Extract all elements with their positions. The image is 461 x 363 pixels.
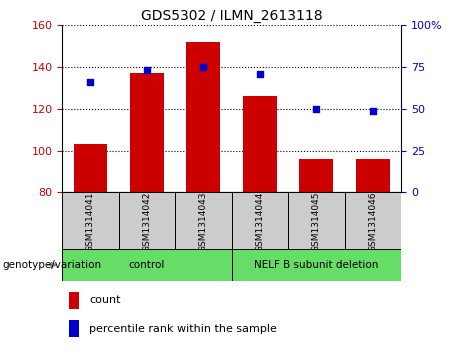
Text: GSM1314043: GSM1314043 — [199, 191, 208, 252]
Bar — [175, 192, 231, 249]
Bar — [62, 249, 231, 281]
Bar — [74, 144, 107, 192]
Text: GSM1314045: GSM1314045 — [312, 191, 321, 252]
Bar — [344, 192, 401, 249]
Bar — [356, 159, 390, 192]
Point — [256, 71, 264, 77]
Point — [313, 106, 320, 112]
Text: genotype/variation: genotype/variation — [2, 260, 101, 270]
Text: control: control — [129, 260, 165, 270]
Bar — [231, 192, 288, 249]
Bar — [118, 192, 175, 249]
Point — [369, 108, 377, 114]
Bar — [186, 42, 220, 192]
Bar — [62, 192, 118, 249]
Text: GSM1314044: GSM1314044 — [255, 191, 265, 252]
Bar — [130, 73, 164, 192]
Text: GSM1314042: GSM1314042 — [142, 191, 152, 252]
Text: GSM1314046: GSM1314046 — [368, 191, 378, 252]
Bar — [69, 292, 79, 309]
Point — [87, 79, 94, 85]
Bar — [69, 320, 79, 338]
Bar — [243, 96, 277, 192]
Bar — [300, 159, 333, 192]
Bar — [231, 249, 401, 281]
Text: GSM1314041: GSM1314041 — [86, 191, 95, 252]
Text: percentile rank within the sample: percentile rank within the sample — [89, 324, 277, 334]
Text: NELF B subunit deletion: NELF B subunit deletion — [254, 260, 378, 270]
Text: count: count — [89, 295, 121, 305]
Title: GDS5302 / ILMN_2613118: GDS5302 / ILMN_2613118 — [141, 9, 322, 23]
Point — [200, 64, 207, 70]
Point — [143, 68, 151, 73]
Bar — [288, 192, 344, 249]
